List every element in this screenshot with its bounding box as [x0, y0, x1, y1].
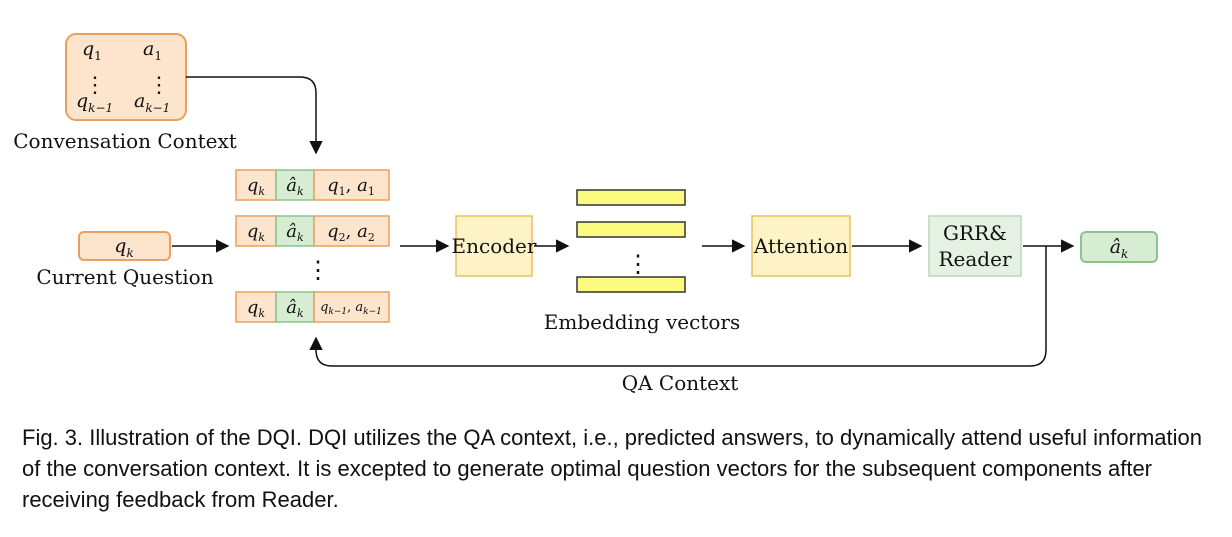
embedding-dots: ⋮	[626, 250, 650, 278]
output-answer-box	[1080, 231, 1158, 263]
qa-context-label: QA Context	[622, 371, 739, 395]
current-question-box	[78, 231, 171, 261]
current-question-symbol: q	[114, 235, 126, 257]
qa-context-feedback-arrow	[309, 246, 1047, 367]
svg-text:âk: âk	[286, 221, 304, 244]
matrix-qk1: q	[76, 90, 88, 112]
svg-text:qk−1, ak−1: qk−1, ak−1	[320, 300, 382, 317]
dqi-diagram: q1 a1 ⋮ ⋮ qk−1 ak−1 Convensation Context…	[13, 33, 1158, 395]
matrix-q1: q	[82, 38, 94, 60]
embedding-vectors: ⋮	[576, 189, 686, 293]
reader-label-line1: GRR&	[943, 221, 1007, 245]
encoder-label: Encoder	[452, 234, 537, 258]
encoder-box	[455, 215, 533, 277]
context-arrow	[186, 76, 323, 155]
qa-row-2: qk âk q2, a2	[235, 215, 390, 247]
matrix-dots-right: ⋮	[148, 73, 170, 98]
svg-text:qk: qk	[247, 221, 266, 244]
svg-text:ak−1: ak−1	[134, 90, 170, 115]
conversation-context-matrix: q1 a1 ⋮ ⋮ qk−1 ak−1	[65, 33, 187, 121]
svg-text:qk−1: qk−1	[76, 90, 113, 115]
svg-text:q2, a2: q2, a2	[327, 221, 375, 244]
rows-dots: ⋮	[306, 256, 330, 284]
svg-text:qk: qk	[247, 297, 266, 320]
current-question-label: Current Question	[36, 265, 213, 289]
attention-box	[751, 215, 851, 277]
matrix-ak1: a	[134, 90, 145, 112]
conversation-context-label: Convensation Context	[13, 129, 237, 153]
svg-text:q1, a1: q1, a1	[327, 175, 375, 198]
reader-label-line2: Reader	[938, 247, 1011, 271]
figure-caption: Fig. 3. Illustration of the DQI. DQI uti…	[22, 425, 1202, 512]
attention-label: Attention	[753, 234, 848, 258]
reader-box	[928, 215, 1022, 277]
matrix-dots-left: ⋮	[84, 73, 106, 98]
matrix-a1: a	[143, 38, 154, 60]
svg-text:âk: âk	[286, 297, 304, 320]
embedding-bar-3	[576, 276, 686, 293]
qa-row-3: qk âk qk−1, ak−1	[235, 291, 390, 323]
embedding-vectors-label: Embedding vectors	[544, 310, 740, 334]
svg-text:qk: qk	[114, 235, 133, 260]
output-answer-symbol: â	[1110, 236, 1121, 258]
embedding-bar-2	[576, 221, 686, 238]
svg-text:âk: âk	[286, 175, 304, 198]
qa-row-1: qk âk q1, a1	[235, 169, 390, 201]
svg-text:âk: âk	[1110, 236, 1129, 261]
svg-text:a1: a1	[143, 38, 162, 63]
svg-text:q1: q1	[82, 38, 102, 63]
svg-text:qk: qk	[247, 175, 266, 198]
embedding-bar-1	[576, 189, 686, 206]
